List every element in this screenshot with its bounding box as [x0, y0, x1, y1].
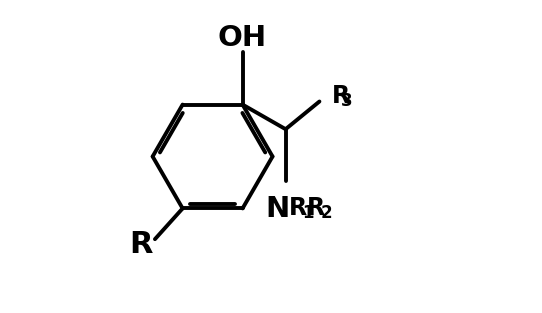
Text: $\mathbf{3}$: $\mathbf{3}$	[340, 92, 353, 110]
Text: R: R	[307, 196, 325, 220]
Text: R: R	[130, 230, 153, 259]
Text: 2: 2	[321, 204, 332, 222]
Text: 1: 1	[302, 204, 314, 222]
Text: R: R	[289, 196, 307, 220]
Text: OH: OH	[218, 24, 267, 53]
Text: $\mathbf{R}$: $\mathbf{R}$	[331, 84, 351, 108]
Text: N: N	[266, 195, 290, 223]
